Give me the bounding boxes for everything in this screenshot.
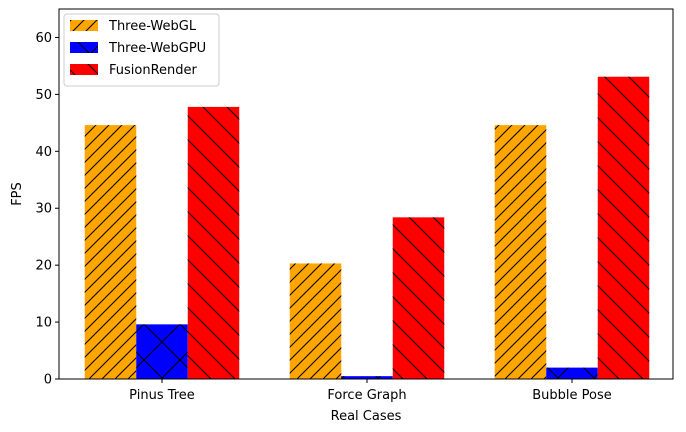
legend-item: FusionRender [70, 63, 198, 78]
x-axis-title: Real Cases [331, 409, 402, 424]
legend-label: Three-WebGPU [108, 41, 206, 56]
legend-box [63, 13, 220, 87]
legend-label: FusionRender [109, 63, 198, 78]
x-axis: Pinus Tree Force Graph Bubble Pose [129, 379, 612, 403]
plot-frame [58, 8, 674, 380]
legend-label: Three-WebGL [108, 19, 197, 34]
x-tick-label: Pinus Tree [129, 388, 195, 403]
bar [187, 106, 240, 380]
y-tick-label: 0 [44, 373, 52, 388]
y-tick-label: 50 [35, 88, 52, 103]
bar [597, 76, 650, 379]
x-tick-label: Force Graph [327, 388, 406, 403]
bar [341, 376, 393, 379]
bar [546, 367, 598, 379]
bar [392, 217, 445, 379]
legend-item: Three-WebGPU [70, 41, 206, 56]
x-tick-label: Bubble Pose [532, 388, 612, 403]
bar [289, 263, 342, 379]
y-tick-label: 60 [35, 31, 52, 46]
legend: Three-WebGL Three-WebGPU FusionRender [63, 13, 220, 87]
y-tick-label: 40 [35, 145, 52, 160]
y-axis: 0 10 20 30 40 50 60 [35, 31, 59, 388]
bar [84, 125, 137, 379]
bars-layer [84, 76, 650, 380]
y-axis-title: FPS [10, 182, 25, 206]
y-tick-label: 20 [35, 259, 52, 274]
bar [494, 125, 547, 379]
legend-item: Three-WebGL [70, 19, 197, 34]
bar [136, 324, 188, 379]
y-tick-label: 30 [35, 202, 52, 217]
y-tick-label: 10 [35, 316, 52, 331]
